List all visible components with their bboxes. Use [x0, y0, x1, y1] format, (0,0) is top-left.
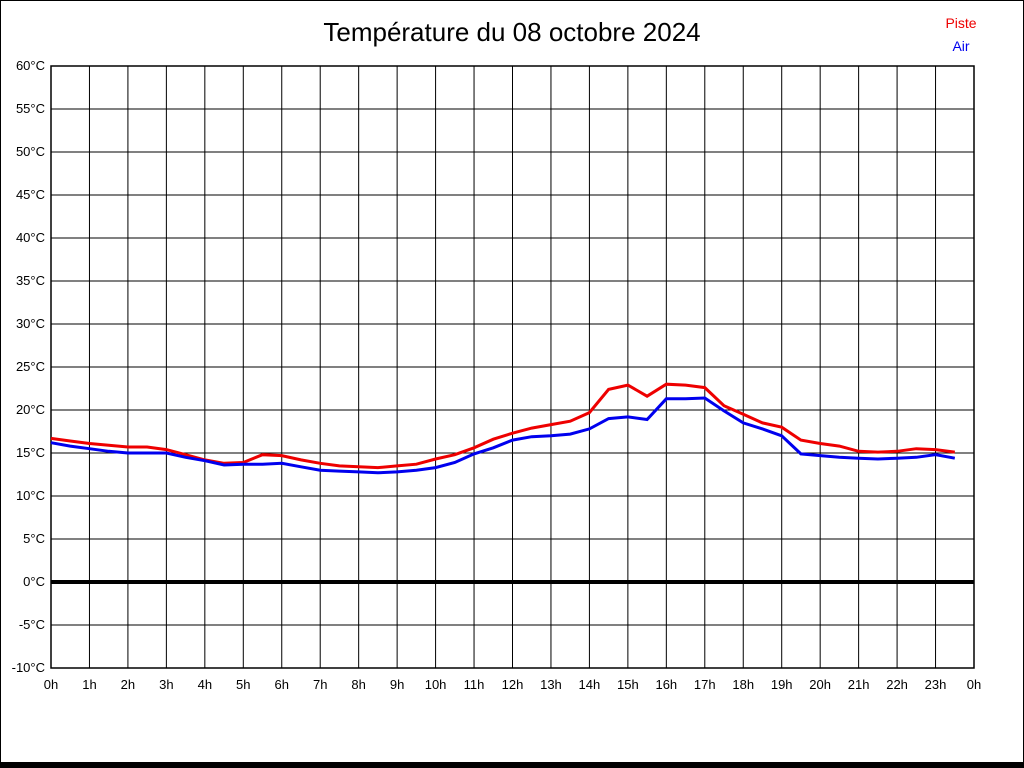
x-axis-label: 23h [924, 677, 947, 692]
y-axis-label: 30°C [15, 316, 45, 331]
x-axis-label: 13h [540, 677, 562, 692]
x-axis-label: 3h [159, 677, 174, 692]
y-axis-label: 60°C [15, 58, 45, 73]
legend: Piste Air [915, 12, 1007, 58]
x-axis-label: 4h [197, 677, 213, 692]
y-axis-label: 50°C [15, 144, 45, 159]
x-axis-label: 5h [236, 677, 251, 692]
legend-item-piste: Piste [945, 15, 977, 31]
y-axis-label: 55°C [15, 101, 45, 116]
x-axis-label: 21h [847, 677, 870, 692]
y-axis-label: 40°C [15, 230, 45, 245]
x-axis-label: 12h [501, 677, 524, 692]
y-axis-label: -5°C [18, 617, 45, 632]
bottom-border-bar [1, 762, 1023, 767]
air-line [50, 396, 956, 475]
plot-border [50, 65, 975, 669]
y-axis-label: 25°C [15, 359, 45, 374]
x-axis-label: 20h [809, 677, 831, 692]
x-axis-label: 6h [274, 677, 289, 692]
x-axis-label: 18h [732, 677, 755, 692]
x-axis-label: 10h [424, 677, 447, 692]
x-axis-label: 9h [389, 677, 405, 692]
legend-item-air: Air [952, 38, 970, 54]
y-axis-label: 35°C [15, 273, 45, 288]
x-axis-label: 2h [120, 677, 136, 692]
y-axis-label: 5°C [23, 531, 45, 546]
x-axis-label: 22h [886, 677, 908, 692]
y-axis-label: 15°C [15, 445, 45, 460]
y-axis-label: 10°C [15, 488, 45, 503]
y-axis-label: 20°C [15, 402, 45, 417]
y-axis-label: 0°C [23, 574, 45, 589]
x-axis-label: 8h [351, 677, 366, 692]
y-axis-label: 45°C [15, 187, 45, 202]
x-axis-label: 17h [693, 677, 716, 692]
x-axis-label: 14h [578, 677, 601, 692]
x-axis-label: 19h [770, 677, 793, 692]
x-axis-label: 0h [966, 677, 982, 692]
x-axis-label: 16h [655, 677, 678, 692]
x-axis-label: 11h [463, 677, 485, 692]
y-axis-label: -10°C [11, 660, 45, 675]
x-axis-label: 1h [82, 677, 97, 692]
x-axis-label: 15h [617, 677, 639, 692]
x-axis-label: 0h [43, 677, 59, 692]
chart-title: Température du 08 octobre 2024 [323, 17, 701, 47]
x-axis-label: 7h [312, 677, 328, 692]
